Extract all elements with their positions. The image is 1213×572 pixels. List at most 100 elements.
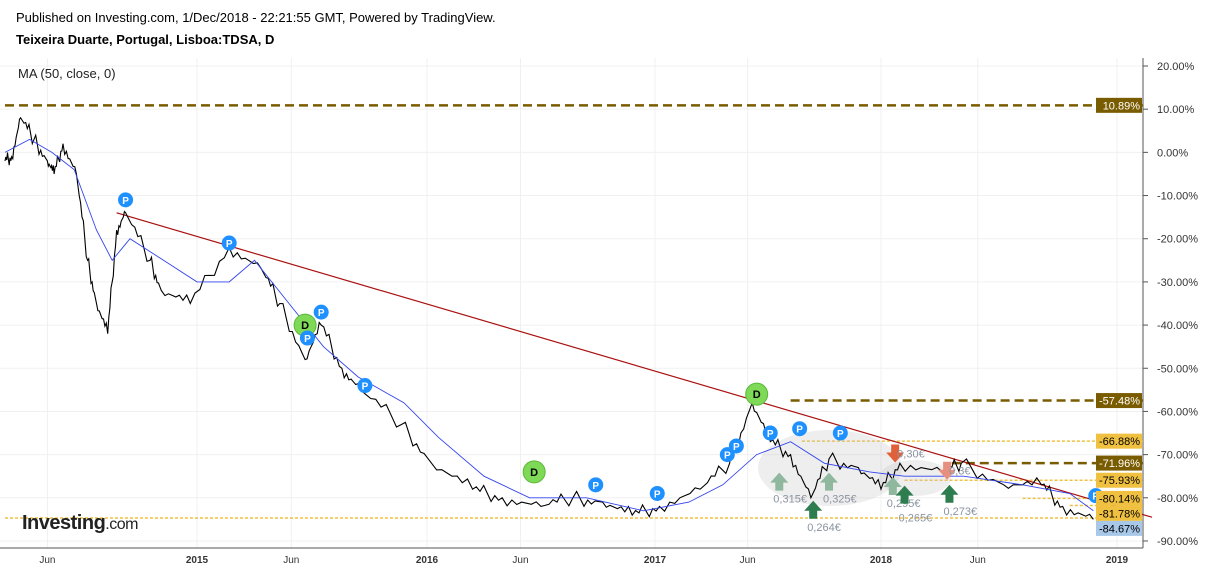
arrow-up-icon: [940, 484, 959, 503]
level-label-bg: [1096, 393, 1142, 409]
x-tick-label: 2017: [644, 555, 667, 566]
marker-letter: D: [301, 320, 309, 332]
annotation-label: 0,3€: [949, 466, 970, 478]
y-tick-label: 20.00%: [1157, 61, 1195, 73]
x-tick-label: Jun: [512, 555, 528, 566]
marker-letter: P: [796, 425, 803, 436]
x-tick-label: Jun: [39, 555, 55, 566]
logo-main: Investing: [22, 512, 106, 534]
annotation-label: 0,265€: [899, 513, 933, 525]
y-tick-label: -40.00%: [1157, 320, 1198, 332]
trade-annotation: 0,315€: [770, 472, 807, 506]
arrow-up-icon: [770, 472, 789, 491]
p-marker: P: [832, 425, 848, 441]
annotation-label: 0,264€: [807, 522, 841, 534]
level-label-bg: [1096, 433, 1142, 449]
trade-annotation: 0,265€: [895, 485, 933, 525]
marker-letter: P: [318, 308, 325, 319]
level-label-text: -71.96%: [1099, 458, 1140, 470]
y-tick-label: 0.00%: [1157, 147, 1188, 159]
y-tick-label: -60.00%: [1157, 406, 1198, 418]
p-marker-icon: [357, 378, 373, 394]
x-tick-label: Jun: [283, 555, 299, 566]
p-marker-icon: [649, 485, 665, 501]
level-label-bg: [1096, 472, 1142, 488]
arrow-up-icon: [804, 500, 823, 519]
price-level-label: -84.67%: [1096, 520, 1142, 536]
p-marker: P: [221, 235, 237, 251]
annotation-label: 0,325€: [823, 494, 857, 506]
level-label-bg: [1096, 505, 1142, 521]
level-label-text: -75.93%: [1099, 475, 1140, 487]
trade-annotation: 0,325€: [820, 472, 857, 506]
instrument-title: Teixeira Duarte, Portugal, Lisboa:TDSA, …: [16, 32, 275, 47]
p-marker: P: [299, 330, 315, 346]
annotation-label: 0,273€: [943, 506, 977, 518]
arrow-up-icon: [895, 485, 914, 504]
p-marker: P: [118, 192, 134, 208]
marker-letter: P: [837, 429, 844, 440]
y-tick-label: -20.00%: [1157, 234, 1198, 246]
marker-letter: P: [226, 239, 233, 250]
marker-letter: D: [530, 467, 538, 479]
annotation-label: 0,295€: [887, 498, 921, 510]
p-marker-icon: [762, 425, 778, 441]
level-label-bg: [1096, 97, 1142, 113]
marker-letter: P: [654, 489, 661, 500]
level-label-bg: [1096, 490, 1142, 506]
marker-letter: P: [592, 481, 599, 492]
trade-annotation: 0,30€: [886, 444, 925, 463]
level-label-text: -66.88%: [1099, 436, 1140, 448]
indicator-legend[interactable]: MA (50, close, 0): [18, 66, 116, 81]
marker-letter: P: [724, 451, 731, 462]
arrow-up-icon: [820, 472, 839, 491]
x-tick-label: Jun: [740, 555, 756, 566]
p-marker: P: [792, 421, 808, 437]
d-marker: D: [745, 382, 769, 406]
level-label-text: -81.78%: [1099, 508, 1140, 520]
price-level-label: 10.89%: [1096, 97, 1142, 113]
level-label-text: 10.89%: [1103, 100, 1141, 112]
x-tick-label: 2016: [416, 555, 439, 566]
p-marker: P: [649, 485, 665, 501]
y-tick-label: -10.00%: [1157, 191, 1198, 203]
investing-logo: Investing.com: [22, 512, 138, 535]
y-tick-label: -80.00%: [1157, 493, 1198, 505]
marker-letter: D: [753, 389, 761, 401]
level-label-bg: [1096, 455, 1142, 471]
p-marker-icon: [221, 235, 237, 251]
annotation-label: 0,30€: [897, 448, 925, 460]
x-tick-label: 2019: [1106, 555, 1129, 566]
y-tick-label: -30.00%: [1157, 277, 1198, 289]
trade-annotation: 0,295€: [883, 477, 921, 510]
level-label-text: -57.48%: [1099, 396, 1140, 408]
price-level-label: -66.88%: [1096, 433, 1142, 449]
p-marker-icon: [728, 438, 744, 454]
marker-letter: P: [362, 382, 369, 393]
p-marker-icon: [313, 304, 329, 320]
p-marker-icon: [832, 425, 848, 441]
price-level-label: -75.93%: [1096, 472, 1142, 488]
annotation-label: 0,315€: [773, 494, 807, 506]
level-label-text: -84.67%: [1099, 523, 1140, 535]
marker-letter: P: [1092, 492, 1099, 503]
trade-annotation: 0,3€: [938, 461, 971, 480]
p-marker: P: [357, 378, 373, 394]
logo-suffix: .com: [105, 516, 138, 533]
highlight-ellipse: [758, 430, 902, 506]
y-tick-label: -90.00%: [1157, 536, 1198, 548]
price-series-line: [4, 116, 1094, 520]
p-marker: P: [313, 304, 329, 320]
marker-letter: P: [733, 442, 740, 453]
marker-letter: P: [767, 429, 774, 440]
price-level-label: -81.78%: [1096, 505, 1142, 521]
p-marker: P: [588, 477, 604, 493]
price-level-label: -80.14%: [1096, 490, 1142, 506]
x-tick-label: 2015: [186, 555, 209, 566]
y-tick-label: -70.00%: [1157, 450, 1198, 462]
d-marker-icon: [745, 382, 769, 406]
trade-annotation: 0,264€: [804, 500, 841, 534]
p-marker-icon: [118, 192, 134, 208]
